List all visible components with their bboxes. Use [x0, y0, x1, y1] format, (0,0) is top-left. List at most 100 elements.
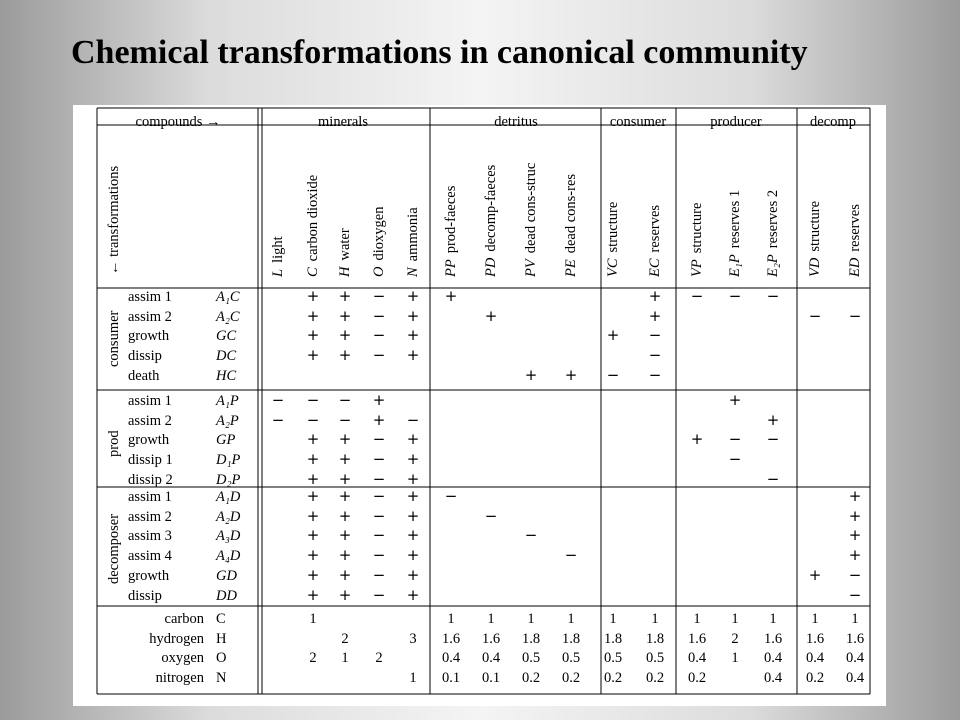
table-cell: + — [338, 306, 352, 325]
column-symbol: EC — [647, 258, 663, 277]
composition-cell: 1.6 — [687, 630, 707, 647]
table-cell: − — [766, 469, 780, 488]
row-symbol: D₁P — [216, 452, 241, 469]
table-cell: + — [306, 565, 320, 584]
column-header: PE dead cons-res — [563, 174, 579, 277]
column-symbol: ED — [847, 257, 863, 277]
row-symbol: A₄D — [216, 548, 241, 565]
table-cell: − — [372, 506, 386, 525]
group-header-detritus: detritus — [494, 114, 538, 130]
table-cell: + — [338, 450, 352, 469]
table-cell: + — [306, 430, 320, 449]
table-cell: − — [728, 287, 742, 305]
composition-cell: 0.1 — [441, 670, 461, 687]
composition-cell: 2 — [309, 650, 317, 667]
row-name: growth — [128, 432, 170, 449]
composition-cell: 0.4 — [845, 670, 865, 687]
composition-cell: 0.4 — [481, 650, 501, 667]
table-cell: − — [848, 585, 862, 604]
column-header: Llight — [270, 236, 286, 277]
table-cell: + — [372, 391, 386, 409]
column-name: reserves 2 — [765, 189, 781, 249]
table-cell: − — [484, 506, 498, 525]
table-cell: + — [306, 546, 320, 565]
table-cell: + — [338, 487, 352, 505]
column-name: reserves — [647, 204, 663, 253]
table-cell: + — [338, 565, 352, 584]
table-cell: − — [372, 469, 386, 488]
table-cell: − — [848, 306, 862, 325]
table-cell: − — [848, 565, 862, 584]
composition-cell: 2 — [375, 650, 383, 667]
table-cell: + — [406, 430, 420, 449]
table-cell: + — [406, 346, 420, 365]
table-cell: − — [648, 326, 662, 345]
table-cell: + — [406, 546, 420, 565]
table-cell: + — [306, 487, 320, 505]
column-symbol: O — [371, 266, 387, 277]
table-cell: − — [306, 391, 320, 409]
column-name: reserves — [847, 204, 863, 252]
composition-cell: 0.4 — [687, 650, 707, 667]
column-name: dioxygen — [371, 206, 387, 261]
column-header: E₁P reserves 1 — [727, 190, 743, 277]
composition-cell: 0.5 — [561, 650, 581, 667]
row-symbol: A₂D — [216, 508, 241, 525]
row-name: assim 2 — [128, 508, 172, 525]
table-cell: + — [306, 526, 320, 545]
column-name: structure — [605, 201, 621, 253]
row-name: dissip — [128, 587, 162, 604]
row-symbol: A₁C — [216, 289, 240, 305]
composition-cell: 0.1 — [481, 670, 501, 687]
row-symbol: GP — [216, 432, 236, 449]
section-label-consumer: consumer — [106, 310, 122, 368]
column-symbol: C — [305, 267, 321, 277]
column-header: PV dead cons-struc — [523, 163, 539, 277]
table-cell: + — [372, 410, 386, 429]
table-cell: − — [372, 430, 386, 449]
slide-title: Chemical transformations in canonical co… — [71, 34, 808, 71]
table-cell: − — [524, 526, 538, 545]
table-cell: − — [766, 430, 780, 449]
table-cell: − — [372, 487, 386, 505]
table-cell: + — [406, 287, 420, 305]
table-cell: − — [606, 365, 620, 384]
composition-cell: 0.5 — [521, 650, 541, 667]
table-cell: + — [306, 287, 320, 305]
composition-cell: 0.4 — [763, 670, 783, 687]
row-symbol: GD — [216, 567, 237, 584]
table-cell: − — [648, 365, 662, 384]
element-name: hydrogen — [149, 630, 204, 647]
column-symbol: VP — [689, 259, 705, 277]
table-cell: + — [338, 287, 352, 305]
table-cell: − — [271, 391, 285, 409]
composition-cell: 1 — [609, 611, 617, 627]
composition-cell: 1 — [851, 611, 859, 627]
composition-cell: 1.6 — [441, 630, 461, 647]
table-cell: − — [271, 410, 285, 429]
table-cell: + — [306, 585, 320, 604]
element-name: carbon — [164, 611, 204, 627]
element-symbol: H — [216, 630, 227, 647]
composition-cell: 1 — [487, 611, 495, 627]
table-cell: + — [848, 526, 862, 545]
row-symbol: HC — [216, 367, 237, 384]
column-header: PD decomp-faeces — [483, 165, 499, 277]
table-cell: − — [406, 410, 420, 429]
column-symbol: L — [270, 268, 286, 277]
composition-cell: 1 — [769, 611, 777, 627]
column-name: structure — [807, 200, 823, 252]
composition-cell: 0.2 — [561, 670, 581, 687]
table-cell: + — [338, 430, 352, 449]
row-symbol: A₂P — [216, 412, 239, 429]
composition-cell: 0.2 — [805, 670, 825, 687]
composition-cell: 1 — [447, 611, 455, 627]
table-cell: + — [406, 469, 420, 488]
column-name: ammonia — [405, 207, 421, 262]
section-label-prod: prod — [106, 430, 122, 457]
composition-cell: 1 — [567, 611, 575, 627]
column-name: carbon dioxide — [305, 174, 321, 262]
table-cell: − — [648, 346, 662, 365]
group-header-consumer: consumer — [609, 114, 667, 130]
column-header: Hwater — [337, 228, 353, 277]
